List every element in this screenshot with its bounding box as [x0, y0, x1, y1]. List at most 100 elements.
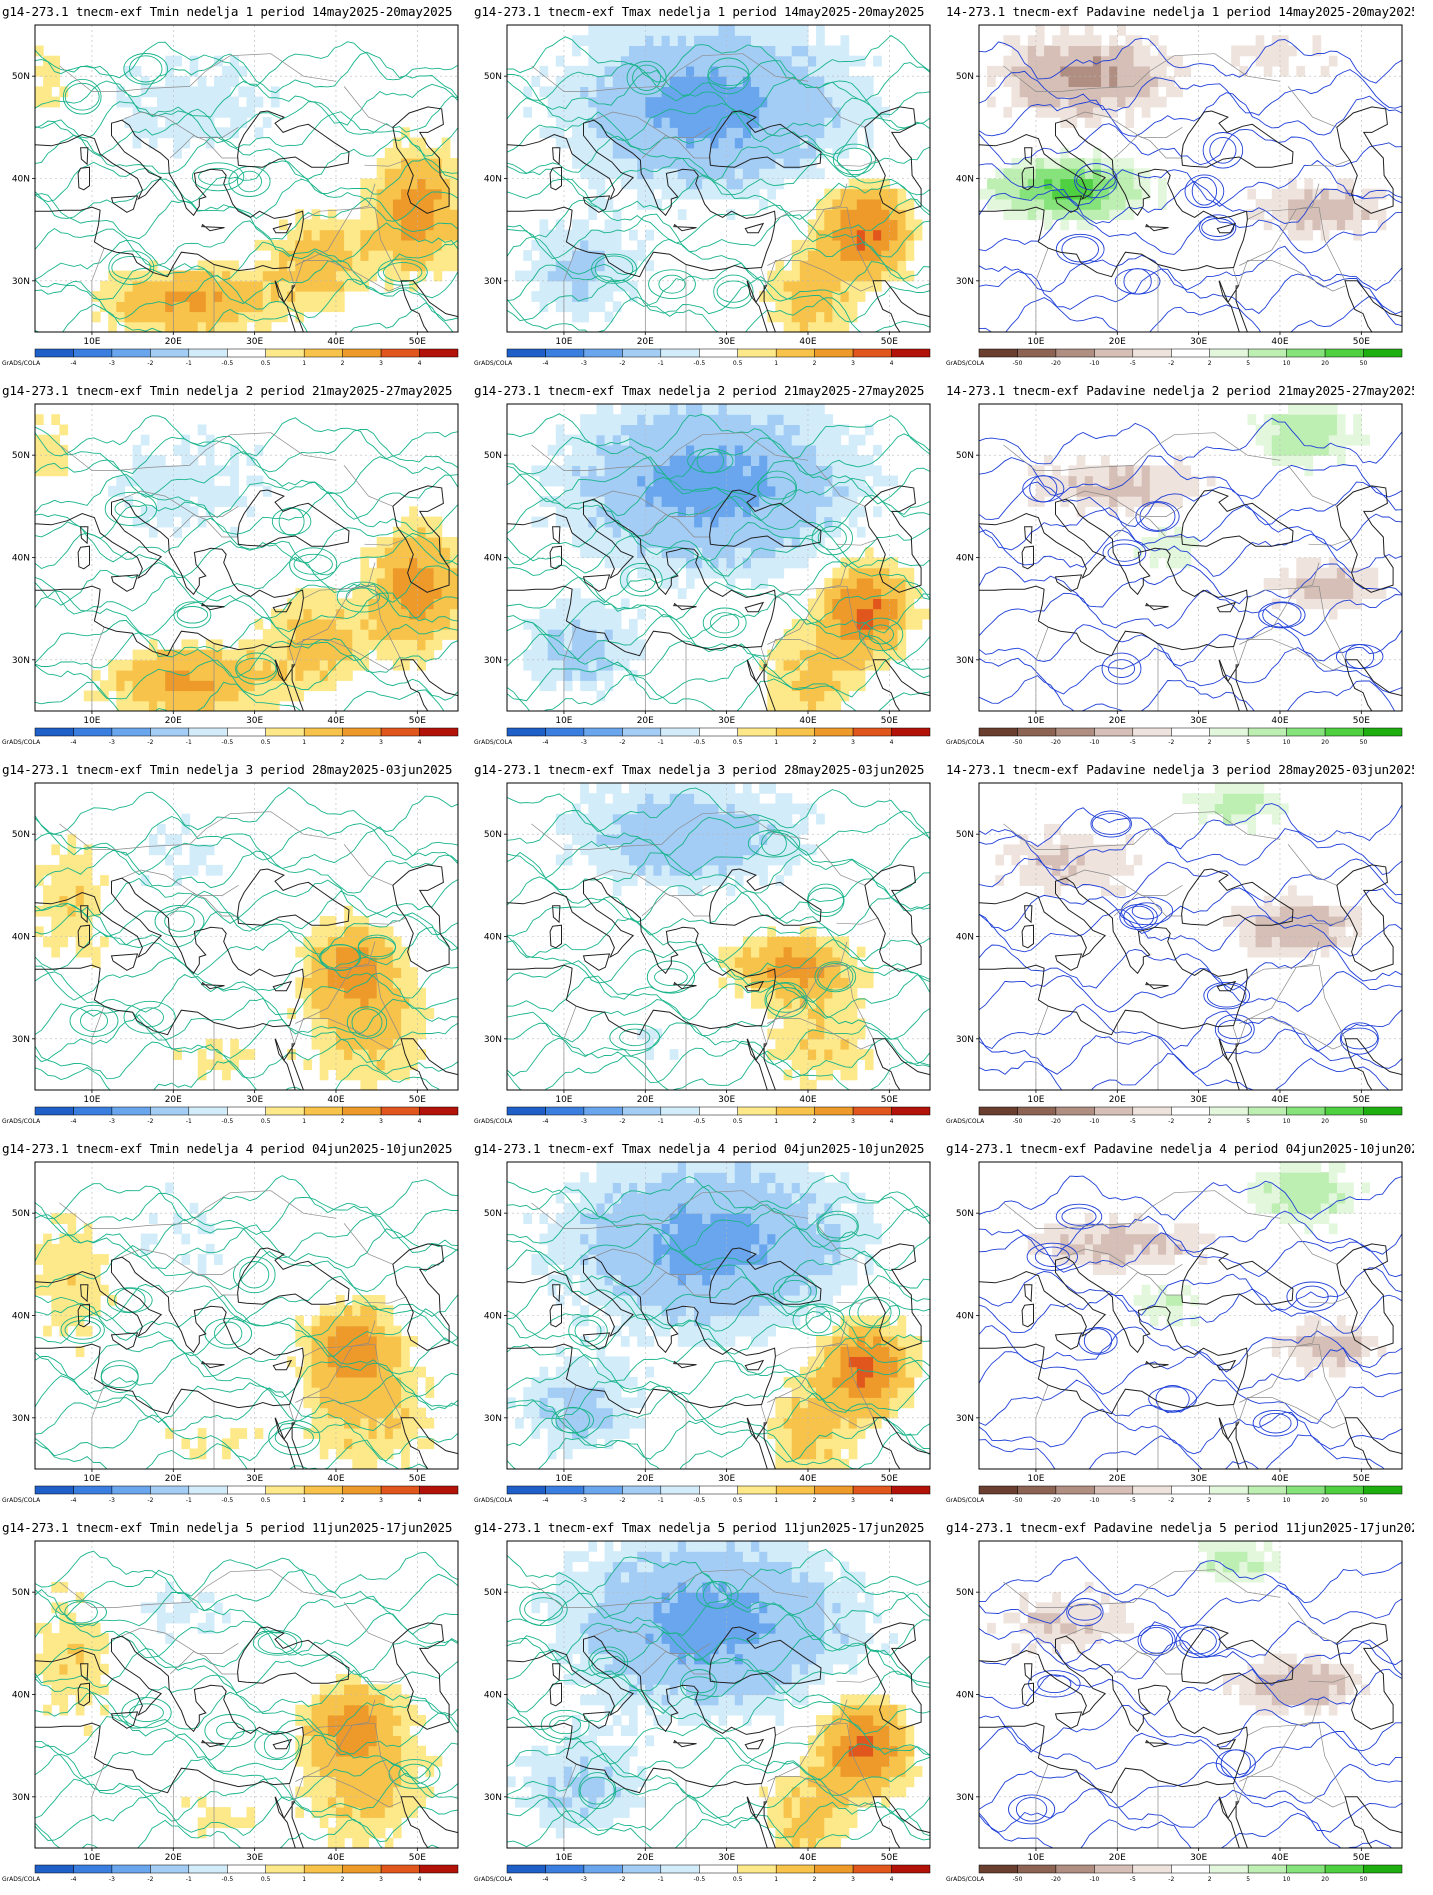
x-tick-label: 20E [1109, 337, 1126, 347]
colorbar-swatch [852, 348, 892, 358]
colorbar: -4 -3 -2 -1 -0.5 0.5 1 2 3 4 GrADS/COLA [474, 1485, 931, 1504]
colorbar-swatch [699, 1864, 739, 1874]
colorbar-label: 50 [1360, 1876, 1368, 1883]
colorbar-label: 2 [813, 1876, 817, 1883]
colorbar-label: -2 [1168, 1497, 1174, 1504]
colorbar-label: 20 [1321, 360, 1329, 367]
map-svg: 10E 20E 30E 40E 50E 50N 40N 30N -4 -3 -2 -1 -0.5 0.5 1… [2, 403, 459, 746]
colorbar-label: -10 [1089, 360, 1099, 367]
colorbar-swatch [737, 348, 777, 358]
country-borders [531, 432, 879, 711]
anomaly-shading [35, 813, 435, 1090]
colorbar: -50 -20 -10 -5 -2 2 5 10 20 50 GrADS/COLA [946, 348, 1403, 367]
x-tick-label: 30E [246, 1474, 263, 1484]
x-tick-label: 50E [881, 716, 898, 726]
x-tick-label: 20E [637, 1095, 654, 1105]
colorbar-label: -1 [186, 1118, 192, 1125]
colorbar-label: -20 [1051, 360, 1061, 367]
x-tick-label: 30E [718, 1853, 735, 1863]
colorbar-swatch [227, 1864, 267, 1874]
y-tick-label: 50N [956, 830, 974, 840]
colorbar-label: 1 [774, 1497, 778, 1504]
colorbar-label: 2 [1208, 1497, 1212, 1504]
colorbar-label: -1 [658, 739, 664, 746]
colorbar-label: 20 [1321, 1118, 1329, 1125]
colorbar-swatch [303, 1485, 343, 1495]
colorbar-swatch [227, 348, 267, 358]
colorbar-label: -1 [658, 1118, 664, 1125]
colorbar-label: 0.5 [733, 1118, 743, 1125]
x-tick-label: 40E [799, 716, 816, 726]
x-tick-label: 50E [881, 1095, 898, 1105]
colorbar-label: -3 [109, 1497, 115, 1504]
colorbar-label: -5 [1130, 1876, 1136, 1883]
graticule [979, 1541, 1402, 1848]
colorbar-label: 2 [1208, 1876, 1212, 1883]
colorbar-swatch [1324, 1485, 1364, 1495]
colorbar-label: 3 [851, 1876, 855, 1883]
colorbar-swatch [1247, 1485, 1287, 1495]
colorbar-label: -10 [1089, 739, 1099, 746]
colorbar-swatch [150, 1864, 190, 1874]
colorbar-label: 0.5 [261, 1876, 271, 1883]
colorbar: -4 -3 -2 -1 -0.5 0.5 1 2 3 4 GrADS/COLA [2, 1485, 459, 1504]
colorbar-label: 0.5 [733, 739, 743, 746]
x-tick-label: 30E [246, 337, 263, 347]
colorbar-swatch [111, 348, 151, 358]
colorbar: -4 -3 -2 -1 -0.5 0.5 1 2 3 4 GrADS/COLA [474, 727, 931, 746]
grads-credit: GrADS/COLA [474, 1118, 513, 1125]
coastline [979, 106, 1402, 332]
colorbar-swatch [583, 348, 623, 358]
colorbar-label: -0.5 [221, 1118, 233, 1125]
x-tick-label: 50E [1353, 716, 1370, 726]
map-title: 14-273.1 tnecm-exf Padavine nedelja 2 pe… [946, 383, 1414, 398]
colorbar-label: 3 [379, 1118, 383, 1125]
colorbar-label: 0.5 [733, 1497, 743, 1504]
colorbar-label: -4 [71, 1118, 77, 1125]
y-tick-label: 30N [484, 277, 502, 287]
colorbar-swatch [1094, 348, 1134, 358]
colorbar-label: 1 [302, 1876, 306, 1883]
colorbar: -4 -3 -2 -1 -0.5 0.5 1 2 3 4 GrADS/COLA [474, 348, 931, 367]
contour-lines [979, 1175, 1402, 1469]
y-tick-label: 30N [12, 1035, 30, 1045]
coastline [979, 1243, 1402, 1469]
coastline [979, 864, 1402, 1090]
colorbar-swatch [1324, 1106, 1364, 1116]
colorbar-label: 5 [1246, 1118, 1250, 1125]
colorbar-label: 10 [1283, 1497, 1291, 1504]
x-tick-label: 10E [555, 1095, 572, 1105]
colorbar-label: 50 [1360, 739, 1368, 746]
map-svg: 10E 20E 30E 40E 50E 50N 40N 30N -4 -3 -2 -1 -0.5 0.5 1… [2, 1161, 459, 1504]
colorbar-swatch [583, 727, 623, 737]
colorbar-swatch [188, 348, 228, 358]
map-svg: 10E 20E 30E 40E 50E 50N 40N 30N -4 -3 -2 -1 -0.5 0.5 1… [2, 782, 459, 1125]
colorbar-swatch [111, 727, 151, 737]
x-tick-label: 40E [799, 1095, 816, 1105]
colorbar-swatch [852, 1106, 892, 1116]
x-tick-label: 20E [1109, 1095, 1126, 1105]
country-borders [59, 432, 407, 711]
colorbar-label: -2 [147, 1497, 153, 1504]
y-tick-label: 40N [956, 175, 974, 185]
forecast-map-panel: 10E 20E 30E 40E 50E 50N 40N 30N -4 -3 -2 -1 -0.5 0.5 1… [472, 379, 944, 757]
x-tick-label: 50E [409, 716, 426, 726]
colorbar-swatch [775, 348, 815, 358]
y-tick-label: 50N [956, 72, 974, 82]
colorbar-swatch [699, 1106, 739, 1116]
y-tick-label: 40N [484, 933, 502, 943]
colorbar-swatch [660, 727, 700, 737]
colorbar-label: -2 [1168, 360, 1174, 367]
x-tick-label: 10E [555, 1474, 572, 1484]
colorbar-label: 50 [1360, 1118, 1368, 1125]
colorbar-label: -3 [581, 739, 587, 746]
colorbar-label: -1 [186, 1876, 192, 1883]
colorbar-label: -2 [147, 1118, 153, 1125]
colorbar-swatch [111, 1106, 151, 1116]
colorbar-swatch [1247, 727, 1287, 737]
colorbar-swatch [978, 1485, 1018, 1495]
coastline [507, 864, 930, 1090]
colorbar-label: -0.5 [693, 1118, 705, 1125]
x-tick-label: 50E [1353, 1474, 1370, 1484]
